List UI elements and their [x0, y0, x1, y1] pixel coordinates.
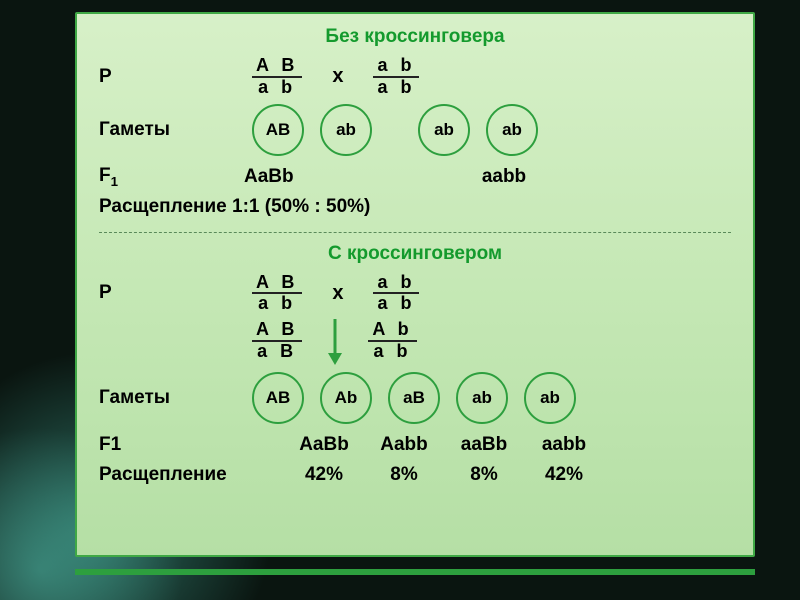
f1-genotype: AaBb: [244, 166, 384, 188]
gamete-circle: aB: [388, 372, 440, 424]
bottom-title: С кроссинговером: [99, 243, 731, 265]
split-label: Расщепление: [99, 464, 264, 486]
gametes-label: Гаметы: [99, 119, 244, 141]
gamete-circle: ab: [418, 104, 470, 156]
split-pct: 42%: [284, 464, 364, 486]
bottom-recomb-row: A B a B A b a b: [99, 314, 731, 368]
recomb-left-1: A B a B: [252, 320, 302, 362]
f1-label: F1: [99, 434, 244, 456]
gamete-circle: ab: [456, 372, 508, 424]
recomb-left-2: A b a b: [368, 320, 416, 362]
parent-left: A B a b: [252, 273, 302, 315]
f1-label: F1: [99, 165, 244, 189]
gamete-circle: Ab: [320, 372, 372, 424]
top-title: Без кроссинговера: [99, 26, 731, 48]
arrow-down-icon: [320, 317, 350, 365]
bottom-p-row: P A B a b x a b a b: [99, 273, 731, 315]
split-pct: 8%: [364, 464, 444, 486]
bottom-split-row: Расщепление 42% 8% 8% 42%: [99, 460, 731, 490]
gamete-circle: AB: [252, 372, 304, 424]
parent-left: A B a b: [252, 56, 302, 98]
section-divider: [99, 232, 731, 233]
f1-genotype: AaBb: [284, 434, 364, 456]
gamete-circle: ab: [486, 104, 538, 156]
split-pct: 42%: [524, 464, 604, 486]
f1-genotype: aaBb: [444, 434, 524, 456]
cross-symbol: x: [332, 282, 343, 305]
f1-genotype: Aabb: [364, 434, 444, 456]
gamete-circle: ab: [524, 372, 576, 424]
cross-symbol: x: [332, 65, 343, 88]
split-pct: 8%: [444, 464, 524, 486]
top-split-row: Расщепление 1:1 (50% : 50%): [99, 192, 731, 222]
parent-right: a b a b: [373, 273, 419, 315]
f1-genotype: aabb: [524, 434, 604, 456]
top-p-row: P A B a b x a b a b: [99, 56, 731, 98]
top-f1-row: F1 AaBb aabb: [99, 162, 731, 192]
gamete-circle: AB: [252, 104, 304, 156]
bottom-gametes-row: Гаметы AB Ab aB ab ab: [99, 372, 731, 424]
f1-genotype: aabb: [464, 166, 544, 188]
gametes-label: Гаметы: [99, 387, 244, 409]
parent-right: a b a b: [373, 56, 419, 98]
split-text: Расщепление 1:1 (50% : 50%): [99, 196, 370, 218]
bottom-accent-strip: [75, 569, 755, 575]
bottom-f1-row: F1 AaBb Aabb aaBb aabb: [99, 430, 731, 460]
top-gametes-row: Гаметы AB ab ab ab: [99, 104, 731, 156]
gamete-circle: ab: [320, 104, 372, 156]
genetics-panel: Без кроссинговера P A B a b x a b a b Га…: [75, 12, 755, 557]
p-label: P: [99, 66, 244, 88]
p-label: P: [99, 282, 244, 304]
